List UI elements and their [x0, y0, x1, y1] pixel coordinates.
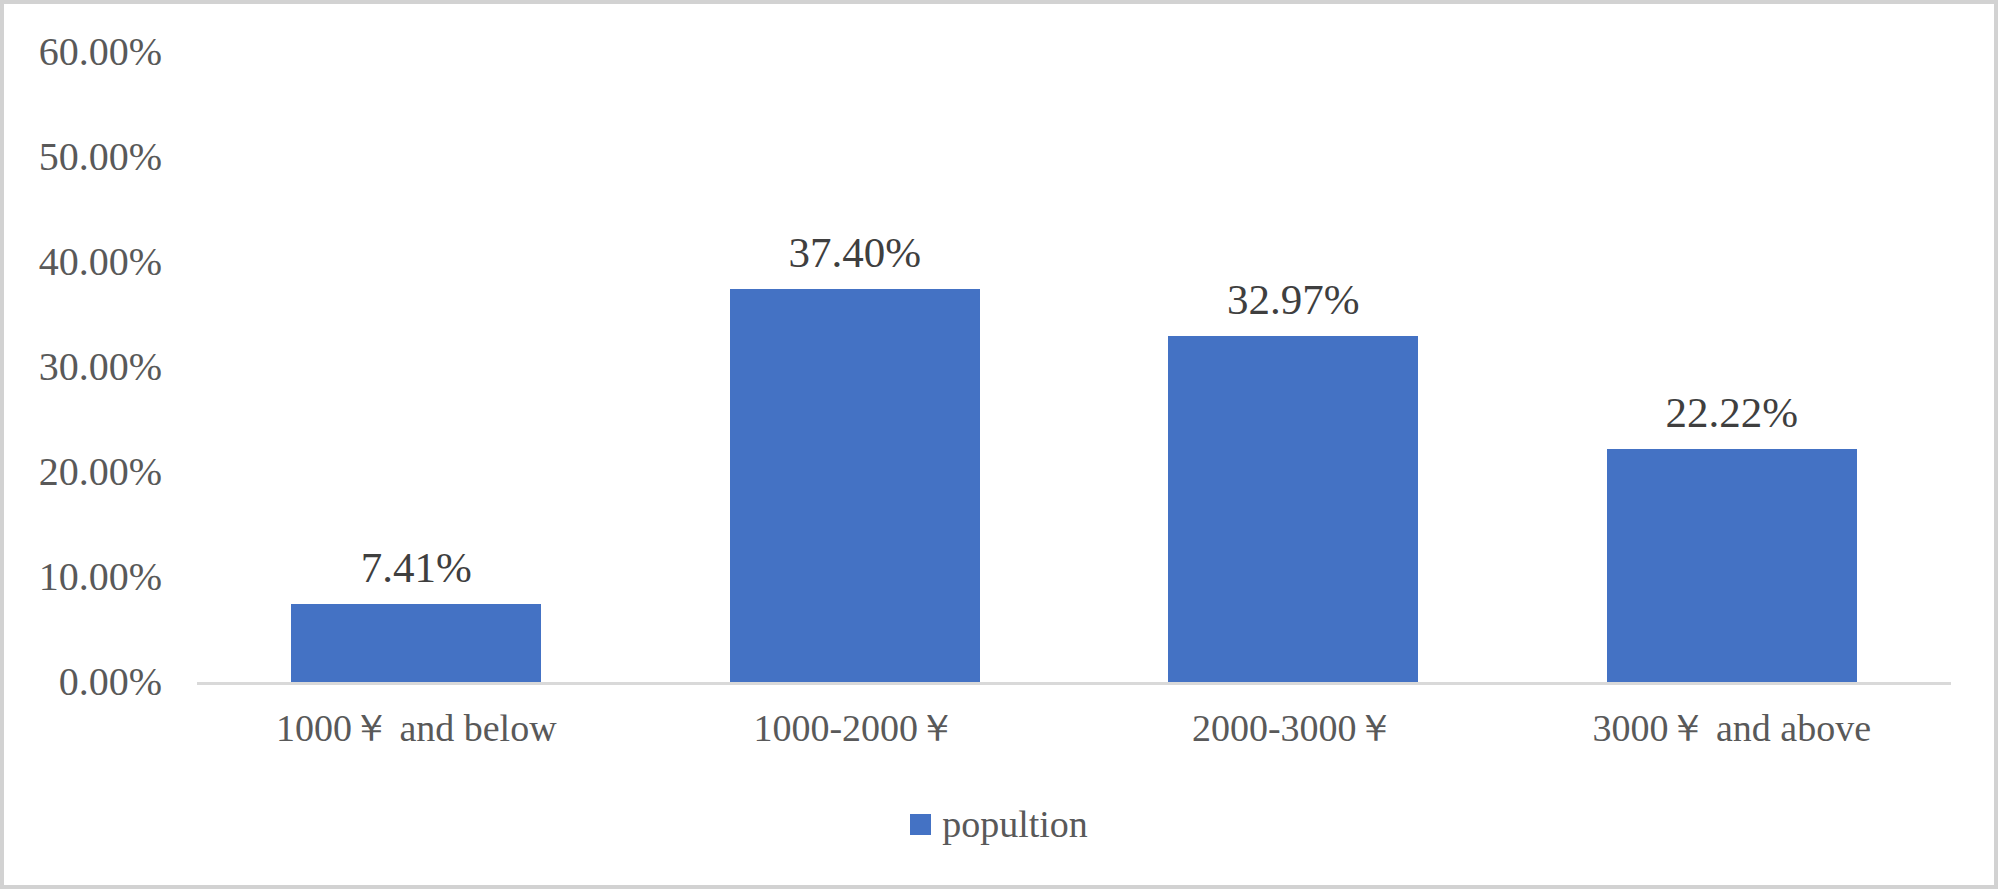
- x-axis-category-label: 2000-3000￥: [1074, 704, 1513, 752]
- bar-data-label: 22.22%: [1513, 387, 1952, 439]
- x-axis-category-label: 1000-2000￥: [636, 704, 1075, 752]
- chart-frame: 0.00% 10.00% 20.00% 30.00% 40.00% 50.00% 60.00…: [0, 0, 1998, 889]
- y-axis-tick-label: 40.00%: [4, 238, 162, 286]
- y-axis-tick-label: 0.00%: [4, 658, 162, 706]
- y-axis-tick-label: 30.00%: [4, 343, 162, 391]
- bar-data-label: 7.41%: [197, 542, 636, 594]
- y-axis-tick-label: 50.00%: [4, 133, 162, 181]
- legend-color-swatch: [910, 814, 931, 835]
- x-axis-line: [197, 682, 1951, 685]
- y-axis-tick-label: 20.00%: [4, 448, 162, 496]
- x-axis-category-label: 1000￥ and below: [197, 704, 636, 752]
- bar-data-label: 32.97%: [1074, 274, 1513, 326]
- bar-1: [291, 604, 541, 682]
- legend-series-label: popultion: [942, 799, 1088, 849]
- bar-3: [1168, 336, 1418, 682]
- bar-2: [730, 289, 980, 682]
- bar-chart-plot-area: 0.00% 10.00% 20.00% 30.00% 40.00% 50.00% 60.00…: [4, 4, 1994, 885]
- y-axis-tick-label: 60.00%: [4, 28, 162, 76]
- x-axis-category-label: 3000￥ and above: [1513, 704, 1952, 752]
- legend: popultion: [4, 799, 1994, 849]
- bar-data-label: 37.40%: [636, 227, 1075, 279]
- bar-4: [1607, 449, 1857, 682]
- y-axis-tick-label: 10.00%: [4, 553, 162, 601]
